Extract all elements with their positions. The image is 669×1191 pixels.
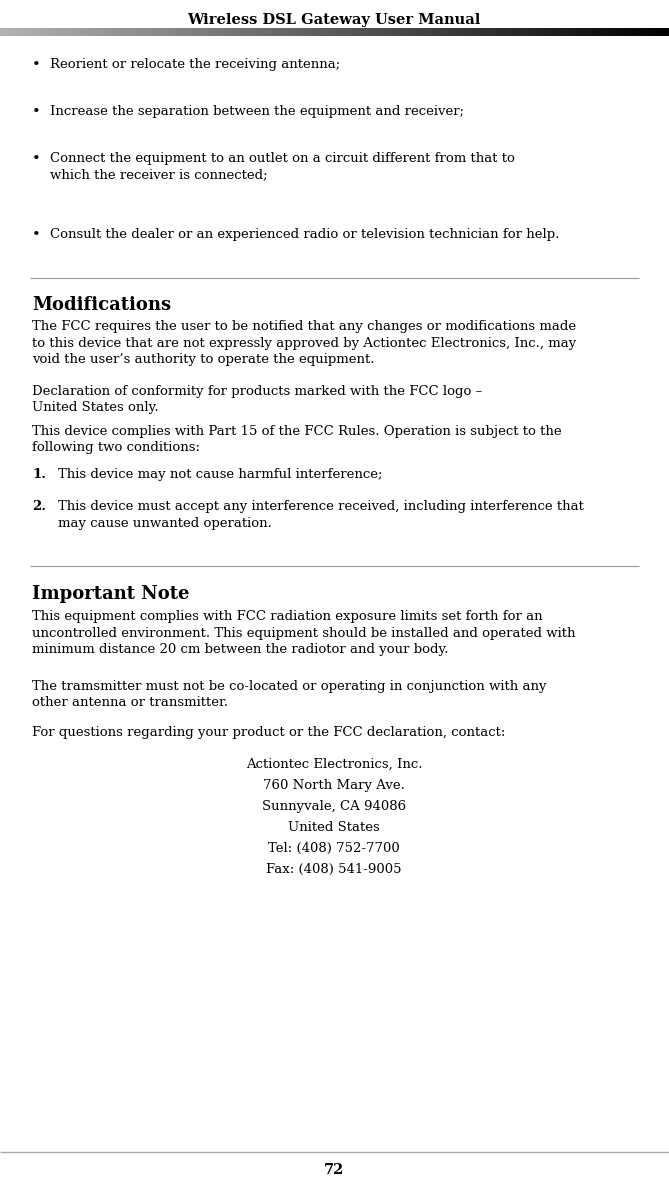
Text: This device complies with Part 15 of the FCC Rules. Operation is subject to the
: This device complies with Part 15 of the… <box>32 425 561 455</box>
Text: Increase the separation between the equipment and receiver;: Increase the separation between the equi… <box>50 105 464 118</box>
Text: Reorient or relocate the receiving antenna;: Reorient or relocate the receiving anten… <box>50 58 341 71</box>
Text: Consult the dealer or an experienced radio or television technician for help.: Consult the dealer or an experienced rad… <box>50 227 559 241</box>
Text: This device must accept any interference received, including interference that
m: This device must accept any interference… <box>58 500 584 530</box>
Text: Wireless DSL Gateway User Manual: Wireless DSL Gateway User Manual <box>187 13 481 27</box>
Text: 760 North Mary Ave.: 760 North Mary Ave. <box>263 779 405 792</box>
Text: This device may not cause harmful interference;: This device may not cause harmful interf… <box>58 468 383 481</box>
Text: Important Note: Important Note <box>32 585 189 603</box>
Text: This equipment complies with FCC radiation exposure limits set forth for an
unco: This equipment complies with FCC radiati… <box>32 610 575 656</box>
Text: For questions regarding your product or the FCC declaration, contact:: For questions regarding your product or … <box>32 727 505 738</box>
Text: 2.: 2. <box>32 500 46 513</box>
Text: •: • <box>32 152 41 166</box>
Text: Tel: (408) 752-7700: Tel: (408) 752-7700 <box>268 842 400 855</box>
Text: Connect the equipment to an outlet on a circuit different from that to
which the: Connect the equipment to an outlet on a … <box>50 152 515 181</box>
Text: The tramsmitter must not be co-located or operating in conjunction with any
othe: The tramsmitter must not be co-located o… <box>32 680 547 710</box>
Text: Sunnyvale, CA 94086: Sunnyvale, CA 94086 <box>262 800 406 813</box>
Text: Actiontec Electronics, Inc.: Actiontec Electronics, Inc. <box>246 757 422 771</box>
Text: Modifications: Modifications <box>32 297 171 314</box>
Text: •: • <box>32 227 41 242</box>
Text: •: • <box>32 58 41 71</box>
Text: Fax: (408) 541-9005: Fax: (408) 541-9005 <box>266 863 402 877</box>
Text: The FCC requires the user to be notified that any changes or modifications made
: The FCC requires the user to be notified… <box>32 320 576 366</box>
Text: •: • <box>32 105 41 119</box>
Text: 1.: 1. <box>32 468 46 481</box>
Text: 72: 72 <box>324 1162 344 1177</box>
Text: Declaration of conformity for products marked with the FCC logo –
United States : Declaration of conformity for products m… <box>32 385 482 414</box>
Text: United States: United States <box>288 821 380 834</box>
